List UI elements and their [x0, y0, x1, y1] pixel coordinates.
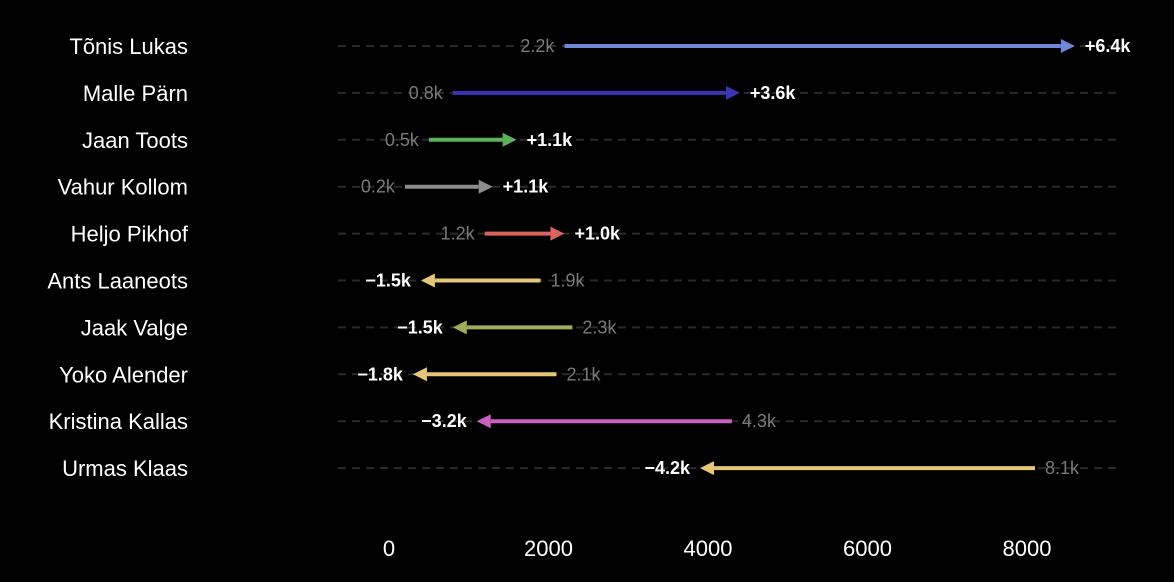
- x-tick-label: 4000: [684, 536, 733, 561]
- delta-value-label: −1.5k: [397, 317, 444, 337]
- x-tick-label: 6000: [843, 536, 892, 561]
- start-value-label: 0.2k: [361, 177, 396, 197]
- arrow-head: [452, 320, 467, 335]
- row-name-label: Jaak Valge: [81, 315, 188, 340]
- arrow-head: [412, 367, 427, 382]
- delta-value-label: +1.1k: [503, 177, 550, 197]
- start-value-label: 0.5k: [385, 130, 420, 150]
- start-value-label: 8.1k: [1045, 458, 1080, 478]
- row-name-label: Jaan Toots: [82, 128, 188, 153]
- delta-value-label: +1.0k: [574, 224, 621, 244]
- row-name-label: Tõnis Lukas: [69, 34, 188, 59]
- arrow-head: [478, 179, 493, 194]
- row-name-label: Urmas Klaas: [62, 456, 188, 481]
- start-value-label: 4.3k: [742, 411, 777, 431]
- arrow-head: [700, 461, 715, 476]
- row-name-label: Ants Laaneots: [47, 269, 188, 294]
- x-tick-label: 0: [383, 536, 395, 561]
- start-value-label: 2.2k: [520, 36, 555, 56]
- delta-value-label: −3.2k: [421, 411, 468, 431]
- arrow-head: [1060, 39, 1075, 53]
- arrow-head: [550, 226, 565, 241]
- row-name-label: Yoko Alender: [59, 362, 188, 387]
- delta-value-label: +3.6k: [750, 83, 797, 103]
- delta-value-label: +1.1k: [527, 130, 574, 150]
- delta-value-label: −1.5k: [365, 271, 412, 291]
- arrow-head: [502, 132, 517, 147]
- arrow-head: [476, 414, 491, 429]
- x-tick-label: 8000: [1003, 536, 1052, 561]
- start-value-label: 2.1k: [566, 364, 601, 384]
- x-tick-label: 2000: [524, 536, 573, 561]
- row-name-label: Vahur Kollom: [58, 175, 188, 200]
- arrow-head: [725, 85, 740, 100]
- delta-value-label: −4.2k: [644, 458, 691, 478]
- start-value-label: 1.2k: [441, 224, 476, 244]
- delta-value-label: +6.4k: [1085, 36, 1132, 56]
- start-value-label: 2.3k: [582, 317, 617, 337]
- row-name-label: Kristina Kallas: [49, 409, 188, 434]
- row-name-label: Heljo Pikhof: [71, 222, 189, 247]
- start-value-label: 1.9k: [551, 271, 586, 291]
- delta-value-label: −1.8k: [357, 364, 404, 384]
- row-name-label: Malle Pärn: [83, 81, 188, 106]
- start-value-label: 0.8k: [409, 83, 444, 103]
- arrow-head: [420, 273, 435, 288]
